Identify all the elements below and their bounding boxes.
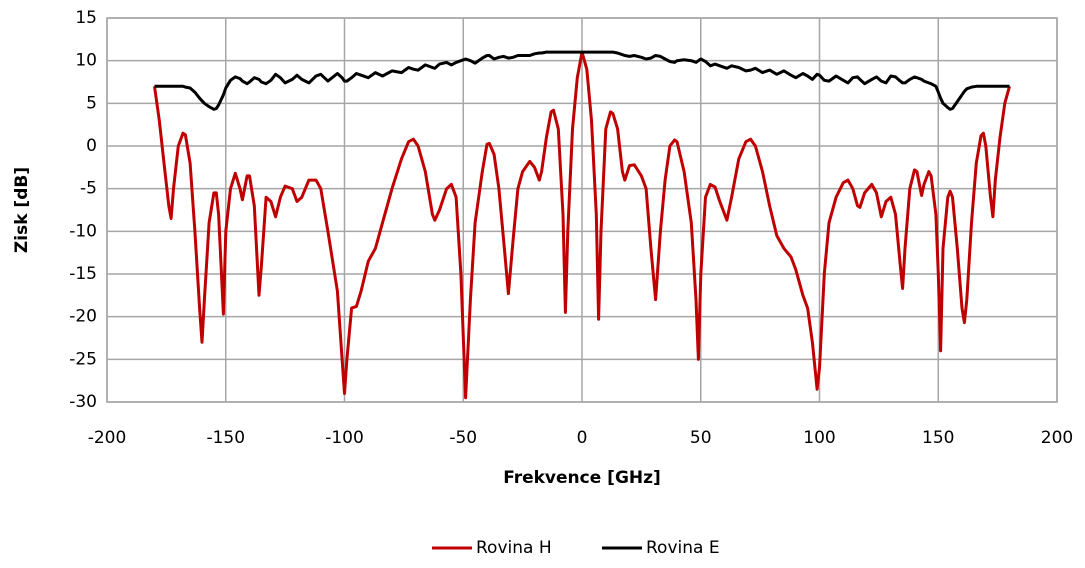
x-tick-label: 150: [922, 428, 954, 448]
y-tick-label: -25: [69, 349, 97, 369]
line-series: [153, 50, 1011, 400]
x-tick-label: 50: [690, 428, 712, 448]
y-tick-label: -30: [69, 392, 97, 412]
line-series: [154, 50, 1010, 111]
x-axis-title: Frekvence [GHz]: [503, 468, 661, 488]
x-tick-label: -200: [88, 428, 127, 448]
y-tick-label: 5: [86, 93, 97, 113]
y-tick-label: -10: [69, 221, 97, 241]
y-tick-label: -20: [69, 307, 97, 327]
y-tick-label: 0: [86, 136, 97, 156]
legend-label: Rovina E: [646, 538, 720, 558]
x-tick-label: 100: [803, 428, 835, 448]
x-tick-label: -50: [449, 428, 477, 448]
y-tick-label: -5: [80, 179, 97, 199]
x-tick-label: 0: [577, 428, 588, 448]
y-axis-title: Zisk [dB]: [12, 167, 32, 253]
y-tick-label: 10: [75, 51, 97, 71]
legend-label: Rovina H: [476, 538, 552, 558]
plot-border: [106, 17, 1058, 403]
x-tick-label: 200: [1041, 428, 1073, 448]
y-tick-label: 15: [75, 8, 97, 28]
y-tick-label: -15: [69, 264, 97, 284]
x-tick-label: -100: [325, 428, 364, 448]
x-tick-label: -150: [206, 428, 245, 448]
